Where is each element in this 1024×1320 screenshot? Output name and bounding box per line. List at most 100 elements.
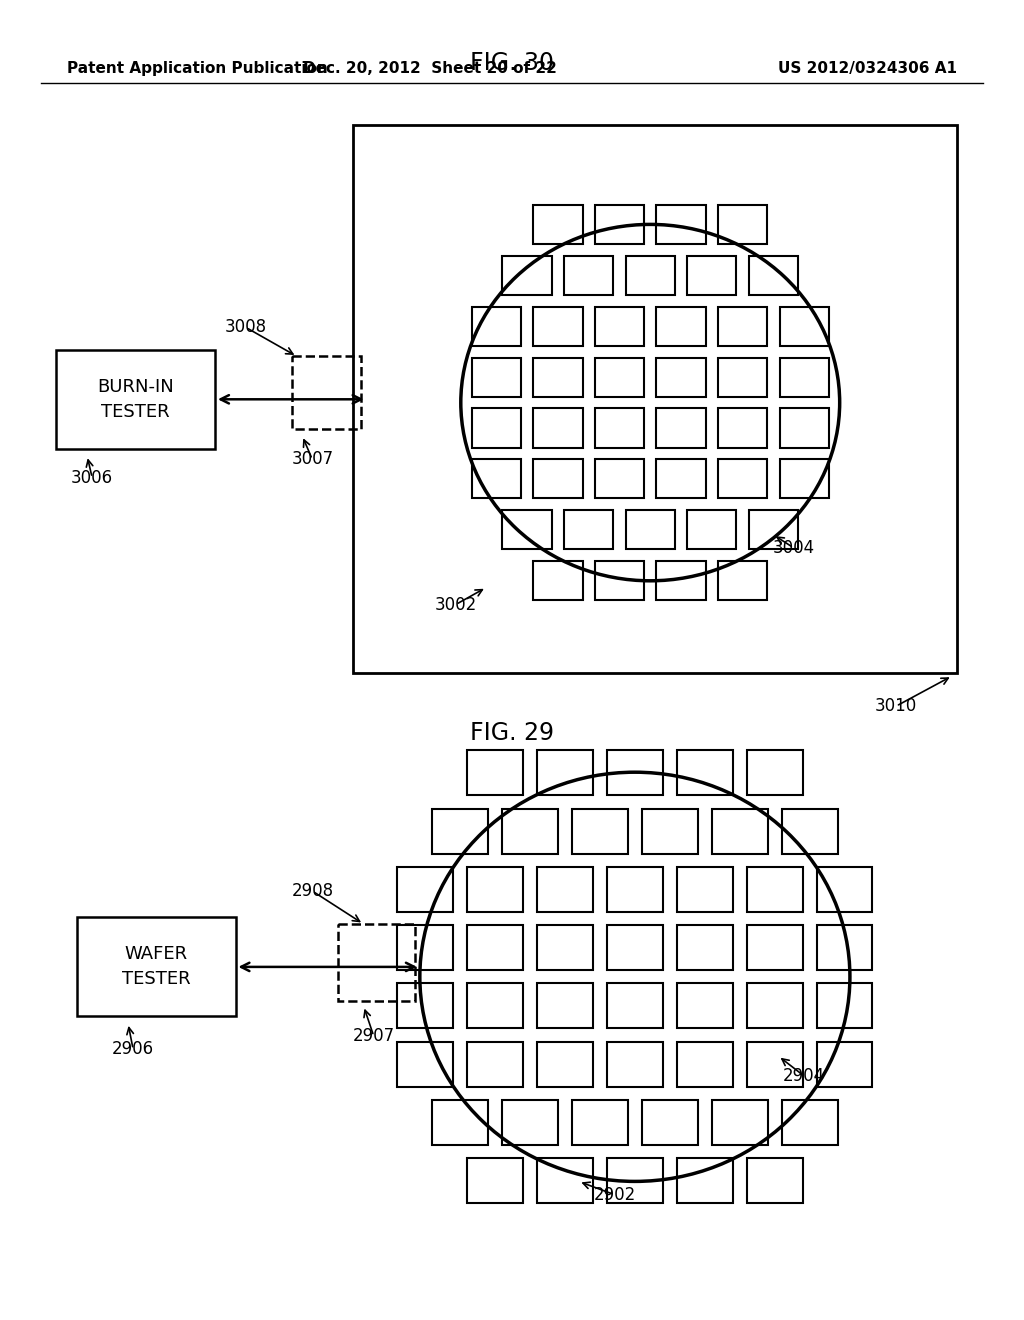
Text: Patent Application Publication: Patent Application Publication — [67, 61, 328, 77]
Bar — [677, 925, 733, 970]
Text: BURN-IN
TESTER: BURN-IN TESTER — [97, 378, 174, 421]
Bar — [595, 205, 644, 244]
Bar — [353, 125, 957, 673]
Bar — [656, 459, 706, 499]
Bar — [467, 983, 523, 1028]
Bar — [746, 1041, 803, 1086]
Text: US 2012/0324306 A1: US 2012/0324306 A1 — [778, 61, 957, 77]
Bar — [656, 306, 706, 346]
Bar — [537, 925, 593, 970]
Bar — [607, 867, 663, 912]
Bar — [502, 1100, 558, 1144]
Bar — [677, 1159, 733, 1204]
Bar — [537, 1041, 593, 1086]
Bar — [718, 205, 767, 244]
Bar — [472, 459, 521, 499]
Bar — [467, 925, 523, 970]
Bar — [595, 561, 644, 601]
Bar — [687, 256, 736, 296]
Bar — [718, 306, 767, 346]
Bar — [779, 306, 828, 346]
Bar — [397, 983, 454, 1028]
Bar — [779, 358, 828, 397]
Text: FIG. 30: FIG. 30 — [470, 51, 554, 75]
Bar — [746, 1159, 803, 1204]
Bar — [595, 358, 644, 397]
Bar — [607, 1041, 663, 1086]
Bar — [642, 809, 697, 854]
Bar — [502, 809, 558, 854]
Bar — [607, 983, 663, 1028]
Text: 2907: 2907 — [352, 1027, 395, 1045]
Bar — [595, 408, 644, 447]
Bar — [746, 925, 803, 970]
Text: 2906: 2906 — [112, 1040, 155, 1059]
Bar — [746, 983, 803, 1028]
Bar — [626, 256, 675, 296]
Text: 3002: 3002 — [434, 595, 477, 614]
Bar — [503, 256, 552, 296]
Text: 3007: 3007 — [291, 450, 334, 469]
Bar — [816, 1041, 872, 1086]
Text: 3006: 3006 — [71, 469, 114, 487]
Text: 2902: 2902 — [593, 1185, 636, 1204]
Bar — [656, 358, 706, 397]
Bar — [816, 983, 872, 1028]
Bar — [677, 983, 733, 1028]
Bar — [397, 867, 454, 912]
Bar — [779, 408, 828, 447]
Bar — [816, 867, 872, 912]
Bar — [746, 867, 803, 912]
Bar — [467, 1041, 523, 1086]
Bar — [687, 510, 736, 549]
Bar — [718, 408, 767, 447]
Text: 3008: 3008 — [224, 318, 267, 337]
Bar — [467, 1159, 523, 1204]
Bar — [595, 306, 644, 346]
Bar — [781, 1100, 838, 1144]
Bar — [677, 867, 733, 912]
Bar — [56, 350, 215, 449]
Text: 2908: 2908 — [291, 882, 334, 900]
Bar — [534, 561, 583, 601]
Bar — [564, 256, 613, 296]
Bar — [718, 459, 767, 499]
Text: WAFER
TESTER: WAFER TESTER — [122, 945, 190, 989]
Bar — [718, 358, 767, 397]
Bar — [656, 561, 706, 601]
Bar — [503, 510, 552, 549]
Bar — [779, 459, 828, 499]
Bar — [472, 358, 521, 397]
Text: Dec. 20, 2012  Sheet 20 of 22: Dec. 20, 2012 Sheet 20 of 22 — [303, 61, 557, 77]
Bar — [746, 750, 803, 795]
Bar — [534, 358, 583, 397]
Bar — [749, 256, 798, 296]
Bar — [656, 408, 706, 447]
Bar — [749, 510, 798, 549]
Text: FIG. 29: FIG. 29 — [470, 721, 554, 744]
Bar — [292, 356, 361, 429]
Bar — [338, 924, 415, 1001]
Bar — [534, 408, 583, 447]
Bar — [537, 983, 593, 1028]
Bar — [595, 459, 644, 499]
Text: 3010: 3010 — [874, 697, 918, 715]
Bar — [432, 1100, 488, 1144]
Bar — [607, 750, 663, 795]
Bar — [712, 809, 768, 854]
Bar — [467, 750, 523, 795]
Bar — [607, 1159, 663, 1204]
Bar — [397, 925, 454, 970]
Bar — [467, 867, 523, 912]
Bar — [564, 510, 613, 549]
Bar — [607, 925, 663, 970]
Bar — [537, 1159, 593, 1204]
Bar — [712, 1100, 768, 1144]
Bar — [534, 205, 583, 244]
Bar — [534, 306, 583, 346]
Bar — [781, 809, 838, 854]
Bar — [537, 867, 593, 912]
Bar — [534, 459, 583, 499]
Bar — [537, 750, 593, 795]
Bar — [397, 1041, 454, 1086]
